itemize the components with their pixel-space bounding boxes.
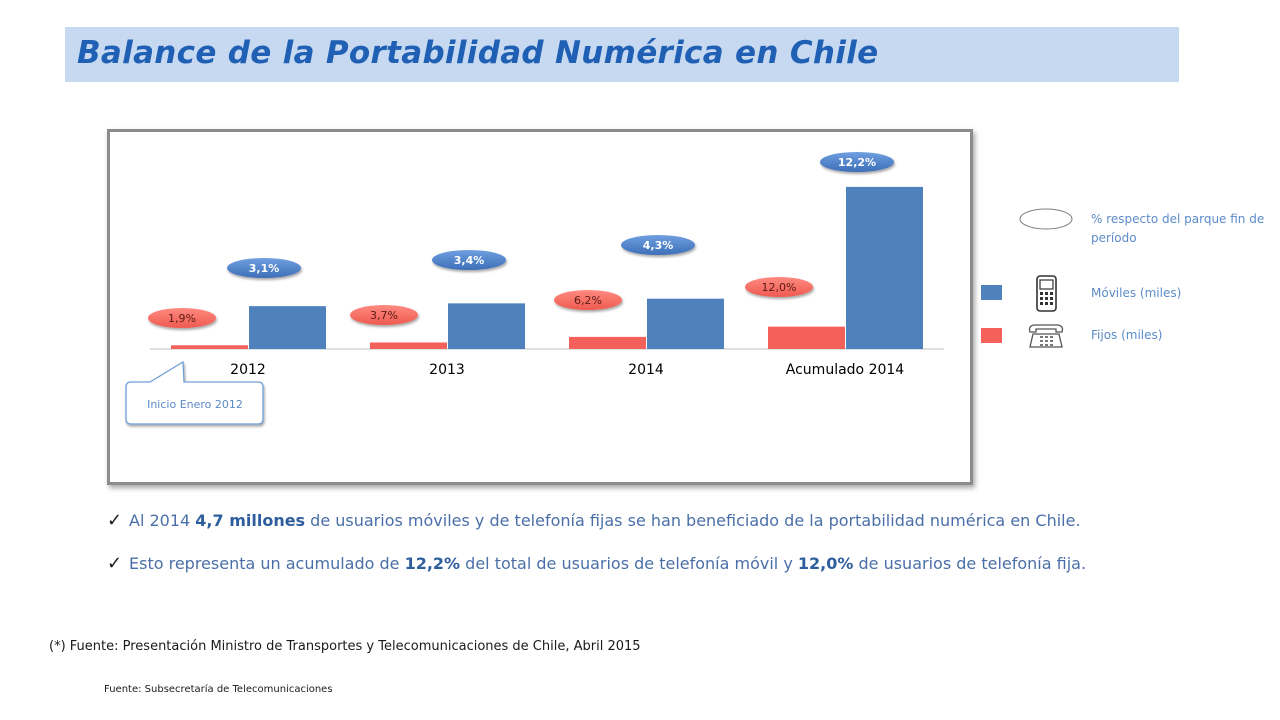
source-note: Fuente: Subsecretaría de Telecomunicacio… [104, 684, 333, 695]
legend-oval [1019, 208, 1073, 230]
bar-fijos-3 [768, 326, 845, 349]
chart-frame: 2012 1,9% 3,1% 2013 3,7% 3,4% 2014 6,2% 4,3% Acum… [107, 129, 973, 485]
bar-chart: 2012 1,9% 3,1% 2013 3,7% 3,4% 2014 6,2% 4,3% Acum… [125, 152, 944, 425]
bar-fijos-1 [370, 342, 447, 349]
bullet-1-bold: 4,7 millones [195, 511, 306, 530]
footnote: (*) Fuente: Presentación Ministro de Tra… [49, 639, 641, 654]
legend-oval-label: % respecto del parque fin de período [1091, 212, 1265, 245]
category-label-2: 2014 [628, 362, 664, 378]
category-label-1: 2013 [429, 362, 465, 378]
bar-moviles-0 [249, 306, 326, 349]
label-fijos-pct-2: 6,2% [574, 294, 602, 307]
title-band: Balance de la Portabilidad Numérica en C… [65, 27, 1179, 82]
oval-fijos-1 [350, 305, 418, 325]
bullet-1-post: de usuarios móviles y de telefonía fijas… [305, 511, 1081, 530]
callout-label: Inicio Enero 2012 [147, 398, 243, 411]
category-label-3: Acumulado 2014 [786, 362, 905, 378]
category-label-0: 2012 [230, 362, 266, 378]
legend-moviles-swatch [981, 285, 1002, 300]
label-moviles-pct-0: 3,1% [249, 262, 280, 275]
oval-moviles-3 [820, 152, 894, 172]
legend-moviles-label: Móviles (miles) [1091, 286, 1182, 300]
bar-fijos-2 [569, 336, 646, 349]
desk-phone-icon [1028, 324, 1064, 348]
bullet-2-mid: del total de usuarios de telefonía móvil… [460, 554, 798, 573]
oval-moviles-2 [621, 235, 695, 255]
bar-fijos-0 [171, 345, 248, 349]
label-fijos-pct-0: 1,9% [168, 312, 196, 325]
oval-moviles-1 [432, 250, 506, 270]
label-moviles-pct-2: 4,3% [643, 239, 674, 252]
bullet-2: ✓ Esto representa un acumulado de 12,2% d… [107, 553, 1086, 574]
bullet-1-pre: Al 2014 [129, 511, 196, 530]
label-moviles-pct-3: 12,2% [838, 156, 876, 169]
mobile-phone-icon [1036, 275, 1057, 312]
label-fijos-pct-1: 3,7% [370, 309, 398, 322]
checkmark-icon: ✓ [107, 553, 123, 574]
oval-fijos-0 [148, 308, 216, 328]
callout-box [125, 360, 264, 425]
bar-moviles-3 [846, 186, 923, 349]
legend-fijos-label: Fijos (miles) [1091, 328, 1163, 342]
bullet-2-bold: 12,2% [404, 554, 461, 573]
bullet-2-bold2: 12,0% [797, 554, 854, 573]
bar-moviles-1 [448, 303, 525, 349]
bullet-2-post: de usuarios de telefonía fija. [853, 554, 1087, 573]
oval-fijos-3 [745, 277, 813, 297]
bar-moviles-2 [647, 298, 724, 349]
page-title: Balance de la Portabilidad Numérica en C… [77, 35, 879, 71]
bullet-1: ✓ Al 2014 4,7 millones de usuarios móvile… [107, 510, 1081, 531]
label-moviles-pct-1: 3,4% [454, 254, 485, 267]
label-fijos-pct-3: 12,0% [762, 281, 797, 294]
bullet-2-pre: Esto representa un acumulado de [129, 554, 405, 573]
legend-fijos-swatch [981, 328, 1002, 343]
checkmark-icon: ✓ [107, 510, 123, 531]
oval-fijos-2 [554, 290, 622, 310]
oval-moviles-0 [227, 258, 301, 278]
